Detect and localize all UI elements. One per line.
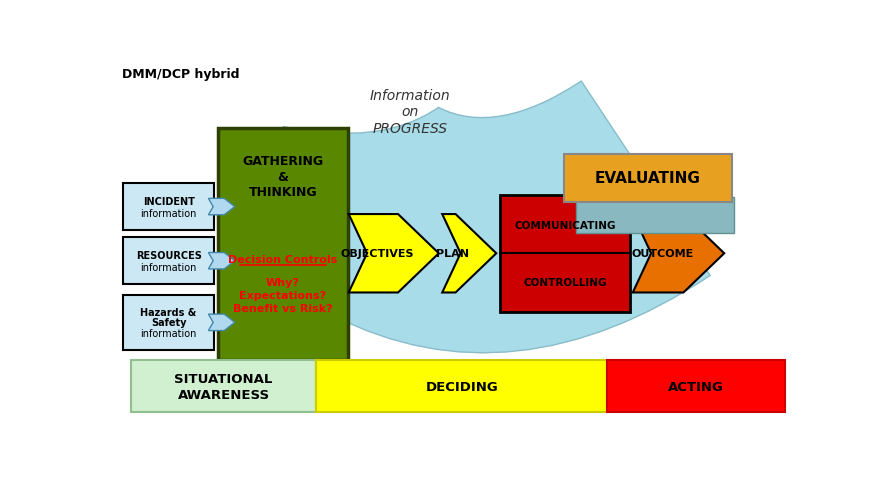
- Polygon shape: [633, 214, 724, 293]
- FancyBboxPatch shape: [316, 361, 607, 412]
- Text: Information
on
PROGRESS: Information on PROGRESS: [369, 89, 450, 136]
- FancyBboxPatch shape: [218, 129, 348, 360]
- Text: information: information: [140, 208, 197, 218]
- Text: DECIDING: DECIDING: [426, 380, 498, 393]
- Text: SITUATIONAL
AWARENESS: SITUATIONAL AWARENESS: [174, 372, 273, 401]
- Text: COMMUNICATING: COMMUNICATING: [514, 220, 616, 230]
- FancyBboxPatch shape: [607, 361, 785, 412]
- Text: Decision Controls: Decision Controls: [228, 254, 338, 264]
- Text: CONTROLLING: CONTROLLING: [523, 277, 607, 287]
- Polygon shape: [208, 315, 235, 331]
- Text: OUTCOME: OUTCOME: [631, 249, 694, 259]
- Text: OBJECTIVES: OBJECTIVES: [341, 249, 414, 259]
- Text: GATHERING
&
THINKING: GATHERING & THINKING: [242, 155, 324, 199]
- Text: ACTING: ACTING: [668, 380, 724, 393]
- FancyBboxPatch shape: [123, 183, 214, 231]
- Text: DMM/DCP hybrid: DMM/DCP hybrid: [122, 67, 240, 80]
- Polygon shape: [443, 214, 496, 293]
- Text: RESOURCES: RESOURCES: [136, 250, 201, 260]
- FancyBboxPatch shape: [564, 154, 732, 202]
- FancyBboxPatch shape: [123, 238, 214, 285]
- Text: Why?
Expectations?
Benefit vs Risk?: Why? Expectations? Benefit vs Risk?: [233, 277, 333, 313]
- FancyBboxPatch shape: [500, 195, 630, 312]
- FancyBboxPatch shape: [131, 361, 316, 412]
- Polygon shape: [349, 214, 439, 293]
- Text: Hazards &: Hazards &: [140, 307, 197, 317]
- FancyBboxPatch shape: [576, 198, 734, 233]
- Text: PLAN: PLAN: [436, 249, 469, 259]
- FancyBboxPatch shape: [123, 295, 214, 350]
- Text: EVALUATING: EVALUATING: [595, 171, 701, 186]
- Text: information: information: [140, 328, 197, 338]
- Text: information: information: [140, 262, 197, 272]
- Text: Safety: Safety: [151, 318, 186, 328]
- Polygon shape: [208, 253, 235, 270]
- Text: INCIDENT: INCIDENT: [143, 196, 195, 206]
- FancyArrowPatch shape: [283, 82, 710, 353]
- Polygon shape: [208, 199, 235, 215]
